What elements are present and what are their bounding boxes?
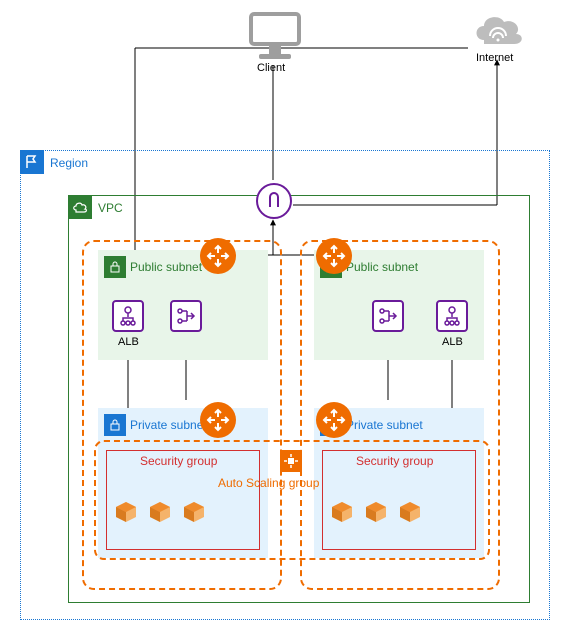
client-icon — [245, 10, 305, 60]
router-mid-left-icon — [200, 402, 236, 438]
router-top-right-icon — [316, 238, 352, 274]
asg-icon — [280, 450, 302, 472]
ec2-instance-icon — [114, 500, 138, 524]
alb-left-label: ALB — [118, 336, 139, 348]
router-top-left-icon — [200, 238, 236, 274]
internet-icon — [470, 10, 525, 50]
vpc-cloud-icon — [68, 195, 92, 219]
alb-right-label: ALB — [442, 336, 463, 348]
nat-gateway-right-icon — [372, 300, 404, 332]
public-subnet-left-label: Public subnet — [130, 260, 202, 274]
private-subnet-right-label: Private subnet — [346, 418, 423, 432]
ec2-instance-icon — [330, 500, 354, 524]
internet-gateway-icon — [256, 183, 292, 219]
nat-gateway-left-icon — [170, 300, 202, 332]
region-label: Region — [50, 156, 88, 170]
client-label: Client — [257, 62, 285, 74]
security-group-right-label: Security group — [356, 454, 433, 468]
vpc-label: VPC — [98, 201, 123, 215]
private-subnet-left-lock-icon — [104, 414, 126, 436]
region-flag-icon — [20, 150, 44, 174]
ec2-instance-icon — [364, 500, 388, 524]
ec2-instance-icon — [148, 500, 172, 524]
ec2-instance-icon — [398, 500, 422, 524]
router-mid-right-icon — [316, 402, 352, 438]
private-subnet-left-label: Private subnet — [130, 418, 207, 432]
alb-right-icon — [436, 300, 468, 332]
ec2-instance-icon — [182, 500, 206, 524]
alb-left-icon — [112, 300, 144, 332]
internet-label: Internet — [476, 52, 513, 64]
public-subnet-left-lock-icon — [104, 256, 126, 278]
security-group-left-label: Security group — [140, 454, 217, 468]
public-subnet-right-label: Public subnet — [346, 260, 418, 274]
diagram-canvas: Client Internet Region VPC Public subnet… — [0, 0, 561, 631]
